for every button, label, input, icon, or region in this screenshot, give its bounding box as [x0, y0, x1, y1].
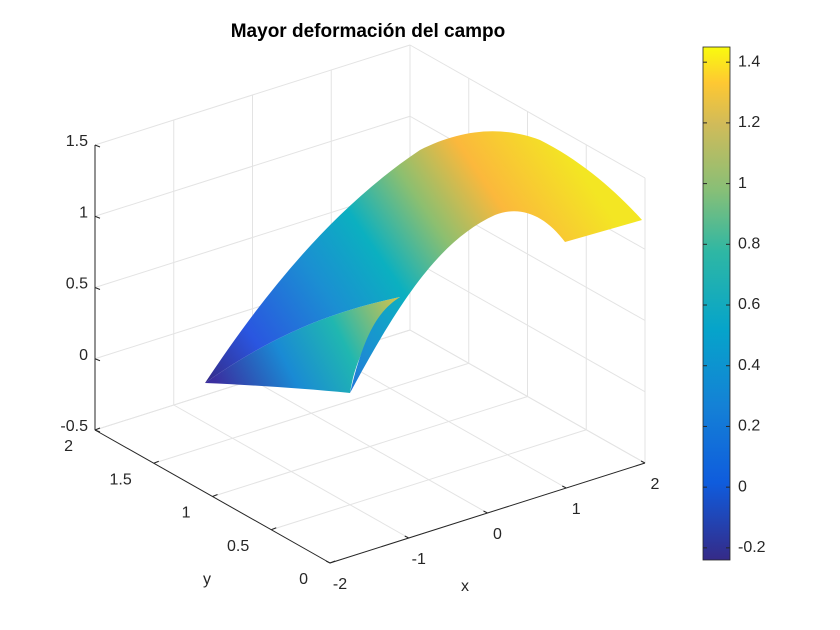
z-tick-label: 0.5: [66, 276, 88, 293]
z-tick: [94, 215, 101, 219]
x-tick-label: 0: [493, 526, 502, 543]
x-tick: [404, 535, 409, 539]
z-tick: [94, 287, 101, 290]
grid-line: [94, 115, 411, 217]
y-tick-label: 1: [182, 505, 191, 522]
colorbar-tick-label: 0.4: [738, 357, 760, 374]
z-tick-label: 1: [79, 204, 88, 221]
x-tick: [562, 485, 567, 489]
grid-line: [212, 396, 528, 497]
colorbar: [702, 46, 731, 561]
y-tick: [153, 460, 159, 464]
grid-line: [409, 258, 646, 393]
z-tick-label: 1.5: [66, 133, 88, 150]
x-tick: [483, 510, 488, 514]
colorbar-tick-label: 1.2: [738, 114, 760, 131]
grid-line: [409, 44, 646, 179]
y-tick: [94, 427, 101, 431]
x-tick-label: 1: [572, 501, 581, 518]
x-axis-label: x: [461, 578, 469, 595]
grid-line: [409, 329, 646, 464]
x-tick-label: -2: [333, 576, 347, 593]
z-tick: [94, 358, 101, 362]
y-tick: [271, 527, 277, 531]
colorbar-tick-label: 0.6: [738, 296, 760, 313]
colorbar-tick-label: 0: [738, 478, 747, 495]
z-tick-label: 0: [79, 347, 88, 364]
chart-title: Mayor deformación del campo: [231, 21, 506, 42]
y-tick-label: 1.5: [110, 471, 132, 488]
grid-line: [94, 44, 411, 146]
y-tick: [329, 560, 336, 564]
x-tick-label: 2: [651, 476, 660, 493]
z-tick: [94, 429, 101, 433]
z-tick: [94, 144, 101, 148]
x-tick: [640, 460, 646, 464]
colorbar-tick-label: 1: [738, 175, 747, 192]
y-tick-label: 0: [299, 571, 308, 588]
z-tick-label: -0.5: [60, 418, 88, 435]
y-tick-label: 2: [64, 438, 73, 455]
x-tick: [325, 560, 331, 564]
colorbar-tick-label: 0.8: [738, 236, 760, 253]
colorbar-tick-label: 0.2: [738, 418, 760, 435]
x-tick-label: -1: [412, 551, 426, 568]
y-axis-label: y: [203, 571, 211, 588]
colorbar-tick-label: -0.2: [738, 539, 766, 556]
grid-line: [271, 429, 587, 531]
colorbar-tick-label: 1.4: [738, 53, 760, 70]
surface-underside: [205, 297, 400, 393]
y-tick-label: 0.5: [227, 538, 249, 555]
grid-line: [153, 362, 469, 464]
surface: [205, 131, 642, 394]
y-tick: [212, 494, 218, 497]
